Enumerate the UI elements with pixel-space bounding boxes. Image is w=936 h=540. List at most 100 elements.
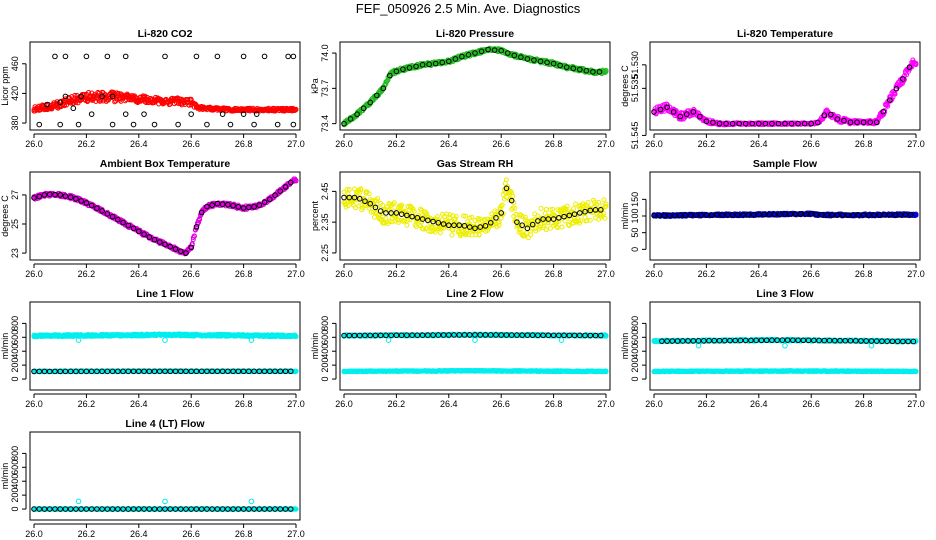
x-tick-label: 26.4: [130, 269, 148, 279]
data-point-average: [524, 56, 531, 62]
x-tick-label: 26.8: [235, 269, 253, 279]
data-point-average: [756, 120, 762, 127]
data-point-average: [446, 58, 452, 65]
data-point-average: [821, 112, 828, 119]
data-point: [188, 111, 194, 117]
data-point: [162, 337, 168, 343]
data-point-average: [677, 113, 684, 120]
data-point-average: [459, 53, 465, 60]
data-point: [109, 93, 116, 100]
plot-frame: [339, 41, 611, 131]
data-point-average: [373, 92, 380, 99]
data-point-average: [491, 47, 498, 53]
x-tick-label: 26.2: [78, 399, 96, 409]
x-tick-label: 26.2: [78, 139, 96, 149]
y-tick-label: 100: [630, 208, 640, 223]
data-point: [285, 53, 291, 60]
data-point-average: [341, 120, 347, 127]
y-axis-label: ml/min: [0, 333, 10, 360]
x-tick-label: 27.0: [597, 269, 615, 279]
data-point: [83, 53, 90, 60]
x-tick-label: 26.6: [802, 269, 820, 279]
x-tick-label: 26.0: [25, 269, 43, 279]
data-point: [52, 53, 58, 60]
chart-title: Sample Flow: [753, 158, 818, 170]
data-point: [78, 93, 84, 100]
x-tick-label: 26.4: [130, 139, 148, 149]
x-tick-label: 26.6: [182, 399, 200, 409]
data-point-average: [550, 60, 557, 67]
data-point-average: [498, 47, 505, 54]
y-axis-label: percent: [310, 200, 320, 231]
data-point-average: [432, 60, 439, 67]
data-point-average: [504, 50, 511, 56]
data-point-average: [596, 69, 603, 75]
y-tick-label: 400: [10, 344, 20, 359]
x-tick-label: 26.0: [645, 269, 663, 279]
data-point: [253, 111, 260, 117]
data-point-average: [413, 63, 419, 70]
data-point-1sec: [538, 205, 544, 211]
x-tick-label: 27.0: [287, 269, 305, 279]
chart-title: Gas Stream RH: [437, 158, 513, 170]
data-point-1sec: [885, 103, 891, 109]
data-point-1sec: [186, 102, 192, 108]
data-point-average: [782, 120, 788, 127]
data-point: [162, 53, 168, 60]
data-point-average: [670, 109, 677, 115]
data-point: [175, 121, 181, 128]
data-point: [88, 111, 95, 117]
chart-title: Ambient Box Temperature: [100, 158, 231, 170]
data-point: [122, 111, 129, 117]
data-point: [219, 111, 226, 117]
x-tick-label: 26.0: [25, 139, 43, 149]
x-tick-label: 27.0: [907, 269, 925, 279]
y-tick-label: 51.535: [630, 75, 640, 103]
data-point-1sec: [913, 62, 919, 68]
y-tick-label: 25: [10, 219, 20, 229]
x-tick-label: 26.0: [335, 139, 353, 149]
data-point-1sec: [185, 97, 191, 103]
y-tick-label: 460: [10, 56, 20, 71]
data-point: [62, 53, 69, 60]
data-point: [193, 53, 200, 60]
data-point-average: [893, 85, 900, 92]
y-axis-label: Licor ppm: [0, 66, 10, 106]
x-tick-label: 26.2: [698, 269, 716, 279]
data-point-average: [367, 99, 374, 106]
x-tick-label: 26.8: [855, 139, 873, 149]
x-tick-label: 26.8: [235, 399, 253, 409]
x-tick-label: 27.0: [287, 399, 305, 409]
data-point-average: [472, 50, 478, 56]
data-point-average: [703, 118, 710, 125]
data-point-average: [452, 56, 459, 62]
data-point: [62, 93, 69, 100]
x-tick-label: 26.6: [492, 269, 510, 279]
data-point-1sec: [383, 81, 389, 87]
x-tick-label: 26.6: [182, 139, 200, 149]
data-point-average: [360, 105, 367, 112]
data-point: [109, 121, 116, 128]
data-point: [104, 53, 111, 60]
data-point-average: [775, 120, 782, 127]
data-point: [240, 53, 247, 60]
data-point-average: [690, 109, 697, 115]
data-point-average: [788, 120, 795, 127]
data-point: [290, 121, 297, 128]
data-point-average: [867, 119, 873, 126]
data-point-1sec: [559, 224, 565, 230]
data-point: [44, 101, 50, 108]
page-title: FEF_050926 2.5 Min. Ave. Diagnostics: [355, 1, 581, 16]
y-tick-label: 2.45: [320, 183, 330, 201]
data-point-average: [537, 58, 544, 65]
chart-title: Li-820 Pressure: [436, 28, 514, 40]
data-point-average: [651, 109, 657, 115]
x-tick-label: 26.0: [335, 269, 353, 279]
data-point-average: [723, 120, 729, 127]
data-point: [57, 121, 64, 128]
data-point-1sec: [61, 102, 67, 108]
y-tick-label: 2.25: [320, 244, 330, 262]
data-point-average: [570, 65, 577, 72]
